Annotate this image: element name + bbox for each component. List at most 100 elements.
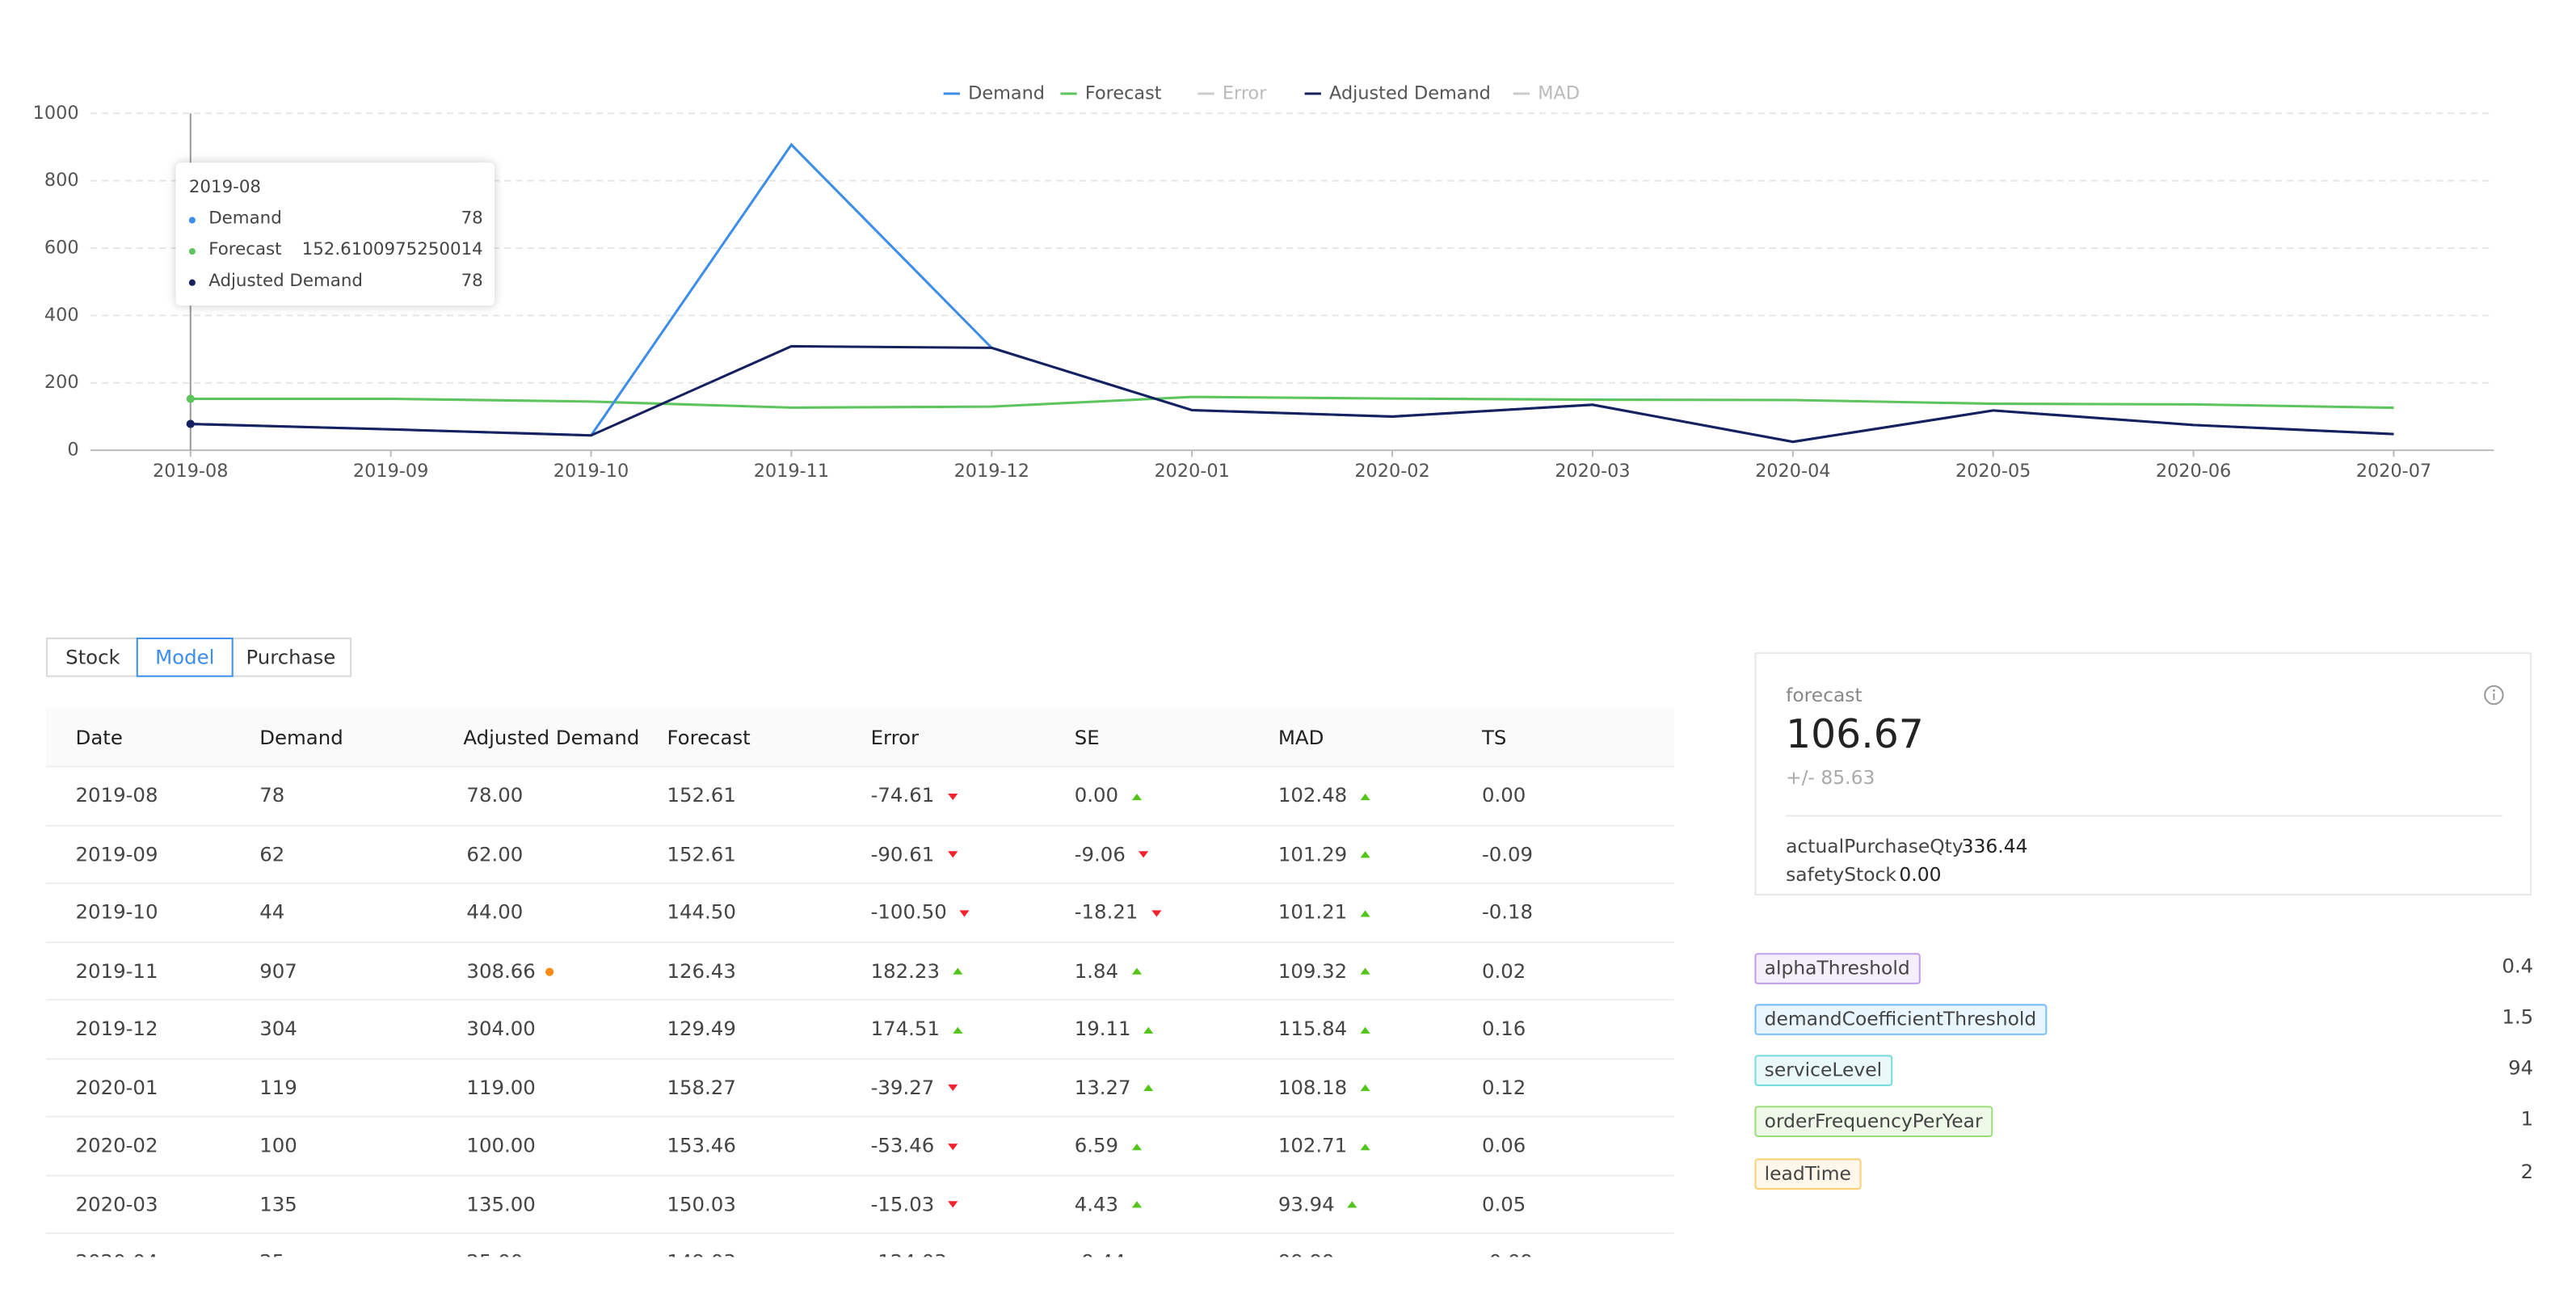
x-tick-label: 2020-06 xyxy=(2156,461,2231,482)
table-cell: 78.00 xyxy=(466,783,524,807)
table-cell: -0.09 xyxy=(1482,1250,1533,1257)
table-cell: 2020-01 xyxy=(75,1075,158,1099)
table-cell: -100.50 xyxy=(871,900,970,924)
trend-icon xyxy=(1131,1143,1142,1150)
tooltip-name: Adjusted Demand xyxy=(208,271,363,291)
table-cell: 2019-08 xyxy=(75,783,158,807)
column-header: Adjusted Demand xyxy=(463,726,640,750)
tab[interactable]: Stock xyxy=(45,637,140,677)
tooltip-name: Forecast xyxy=(208,239,282,260)
trend-icon xyxy=(1360,1026,1370,1033)
table-cell: 44.00 xyxy=(466,900,524,924)
table-cell: 2019-12 xyxy=(75,1017,158,1041)
row-divider xyxy=(45,824,1674,826)
param-value: 2 xyxy=(2520,1160,2534,1183)
y-tick-label: 800 xyxy=(44,170,79,191)
table-cell: 152.61 xyxy=(667,783,736,807)
info-icon[interactable] xyxy=(2482,684,2505,706)
table-cell: 150.03 xyxy=(667,1192,736,1215)
column-header: Date xyxy=(75,726,123,750)
y-tick-label: 600 xyxy=(44,238,79,259)
legend-label: Error xyxy=(1223,82,1267,103)
tooltip-value: 78 xyxy=(461,271,483,291)
chart: 0 200 400 600 800 1000 2019-08 2019-09 2019-10 20… xyxy=(33,82,2494,482)
trend-icon xyxy=(947,851,958,858)
table-cell: 144.50 xyxy=(667,900,736,924)
table-cell: 102.48 xyxy=(1278,784,1370,807)
table-cell: 101.21 xyxy=(1278,900,1370,924)
table-cell: 25 xyxy=(259,1250,284,1257)
table-cell: -39.27 xyxy=(871,1076,958,1098)
table-cell: -124.03 xyxy=(871,1250,970,1257)
legend-item[interactable]: MAD xyxy=(1513,82,1580,103)
table-cell: -0.09 xyxy=(1481,842,1534,866)
trend-icon xyxy=(1151,909,1161,916)
legend-item[interactable]: Adjusted Demand xyxy=(1304,82,1491,103)
tooltip-value: 78 xyxy=(461,209,483,229)
param-tag: leadTime xyxy=(1754,1158,1862,1190)
table-cell: 62 xyxy=(259,842,285,866)
table-cell: 2020-04 xyxy=(76,1250,158,1257)
legend-item[interactable]: Forecast xyxy=(1060,82,1162,103)
y-tick-label: 0 xyxy=(67,440,78,461)
table-cell: 135.00 xyxy=(466,1192,536,1215)
param-tag: alphaThreshold xyxy=(1754,953,1920,984)
table-cell: 100.00 xyxy=(466,1133,536,1157)
legend-label: Demand xyxy=(968,82,1045,103)
param-value: 0.4 xyxy=(2502,954,2534,978)
table-cell: 0.02 xyxy=(1481,958,1526,982)
trend-icon xyxy=(953,967,963,975)
x-tick-label: 2019-12 xyxy=(954,461,1029,482)
column-header: MAD xyxy=(1277,726,1324,750)
table-cell: 93.94 xyxy=(1278,1192,1358,1215)
legend-label: Adjusted Demand xyxy=(1329,82,1491,103)
legend-label: MAD xyxy=(1538,82,1580,103)
table-cell: 304 xyxy=(259,1017,297,1041)
table-cell: 2020-02 xyxy=(75,1133,158,1157)
trend-icon xyxy=(1131,793,1142,800)
table-cell: 0.12 xyxy=(1481,1075,1526,1099)
trend-icon xyxy=(1360,1143,1370,1150)
tooltip-name: Demand xyxy=(208,209,282,229)
y-tick-label: 200 xyxy=(44,372,79,393)
trend-icon xyxy=(1143,1084,1155,1092)
table-cell: 153.46 xyxy=(667,1133,736,1157)
tab[interactable]: Model xyxy=(136,637,234,677)
card-range: +/- 85.63 xyxy=(1786,765,1875,789)
x-tick-label: 2020-04 xyxy=(1755,461,1830,482)
trend-icon xyxy=(1139,851,1149,858)
row-divider xyxy=(45,999,1674,1001)
row-divider xyxy=(45,1173,1674,1176)
legend-item[interactable]: Error xyxy=(1198,82,1267,103)
table-cell: 0.00 xyxy=(1481,783,1526,807)
table-cell: 102.71 xyxy=(1278,1134,1370,1156)
table-cell: 6.59 xyxy=(1075,1134,1142,1156)
forecast-card: forecast 106.67 +/- 85.63 actualPurchase… xyxy=(1754,652,2532,896)
divider xyxy=(1786,815,2502,817)
column-header: SE xyxy=(1074,726,1100,750)
column-header: TS xyxy=(1481,726,1507,750)
table-cell: 119 xyxy=(259,1075,297,1099)
legend-item[interactable]: Demand xyxy=(943,82,1045,103)
tab[interactable]: Purchase xyxy=(229,637,352,677)
column-header: Demand xyxy=(259,726,343,750)
table-cell: 0.05 xyxy=(1481,1192,1526,1215)
y-tick-label: 1000 xyxy=(33,103,79,124)
trend-icon xyxy=(1143,1026,1155,1033)
row-divider xyxy=(45,1057,1674,1060)
tooltip-value: 152.6100975250014 xyxy=(301,239,483,260)
table-cell: -74.61 xyxy=(871,784,958,807)
x-tick-label: 2020-02 xyxy=(1354,461,1429,482)
table-cell: 108.18 xyxy=(1278,1076,1370,1098)
table-cell: 907 xyxy=(259,958,297,982)
table-cell: -9.06 xyxy=(1075,842,1149,865)
trend-icon xyxy=(1360,1084,1370,1092)
x-tick-label: 2020-05 xyxy=(1955,461,2031,482)
x-tick-label: 2020-01 xyxy=(1154,461,1229,482)
x-tick-label: 2019-08 xyxy=(153,461,228,482)
param-value: 1 xyxy=(2520,1107,2534,1131)
trend-icon xyxy=(947,793,958,800)
trend-icon xyxy=(953,1026,963,1033)
table-cell: 109.32 xyxy=(1278,958,1370,982)
row-divider xyxy=(45,941,1674,943)
